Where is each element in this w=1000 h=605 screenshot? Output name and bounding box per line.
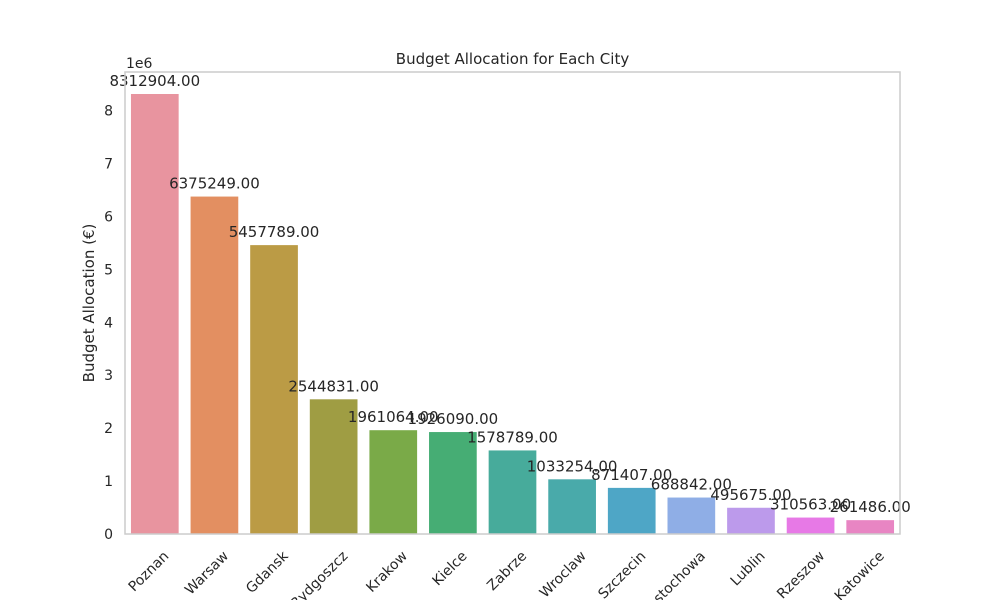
value-label-warsaw: 6375249.00 bbox=[169, 175, 260, 193]
bar-krakow bbox=[369, 430, 418, 534]
x-tick-label-poznan: Poznan bbox=[126, 548, 173, 595]
y-tick-label-1: 1 bbox=[104, 474, 113, 490]
value-label-poznan: 8312904.00 bbox=[109, 72, 200, 90]
bar-rzeszow bbox=[786, 517, 835, 534]
value-label-czestochowa: 688842.00 bbox=[651, 476, 732, 494]
bar-warsaw bbox=[190, 196, 239, 534]
bar-kielce bbox=[429, 432, 477, 534]
y-axis-offset-label: 1e6 bbox=[126, 56, 153, 72]
value-label-katowice: 261486.00 bbox=[830, 498, 911, 516]
bar-katowice bbox=[846, 520, 895, 534]
y-tick-label-5: 5 bbox=[104, 262, 113, 278]
y-tick-label-3: 3 bbox=[104, 368, 113, 384]
x-tick-label-katowice: Katowice bbox=[832, 548, 888, 600]
value-label-lublin: 495675.00 bbox=[710, 486, 791, 504]
bars-layer bbox=[130, 93, 895, 534]
bar-lublin bbox=[727, 507, 775, 534]
bar-bydgoszcz bbox=[309, 399, 358, 534]
value-label-kielce: 1926090.00 bbox=[408, 410, 499, 428]
x-tick-label-kielce: Kielce bbox=[430, 548, 471, 589]
x-tick-label-lublin: Lublin bbox=[728, 548, 769, 589]
bar-wroclaw bbox=[548, 479, 596, 534]
y-tick-label-2: 2 bbox=[104, 421, 113, 437]
y-tick-label-8: 8 bbox=[104, 104, 113, 120]
value-label-bydgoszcz: 2544831.00 bbox=[288, 377, 379, 395]
value-label-krakow: 1961064.00 bbox=[348, 408, 439, 426]
x-tick-label-rzeszow: Rzeszow bbox=[774, 548, 828, 600]
x-tick-label-gdansk: Gdansk bbox=[243, 548, 292, 597]
x-tick-label-bydgoszcz: Bydgoszcz bbox=[288, 548, 352, 600]
value-label-rzeszow: 310563.00 bbox=[770, 496, 851, 514]
y-tick-label-0: 0 bbox=[104, 527, 113, 543]
x-tick-label-krakow: Krakow bbox=[363, 548, 410, 595]
bar-poznan bbox=[130, 93, 179, 534]
value-label-wroclaw: 1033254.00 bbox=[527, 457, 618, 475]
y-axis-label: Budget Allocation (€) bbox=[80, 224, 98, 383]
chart-title: Budget Allocation for Each City bbox=[396, 50, 630, 68]
bar-zabrze bbox=[488, 450, 537, 534]
y-tick-label-6: 6 bbox=[104, 209, 113, 225]
bar-gdansk bbox=[250, 245, 298, 534]
value-label-gdansk: 5457789.00 bbox=[229, 223, 320, 241]
y-tick-label-7: 7 bbox=[104, 156, 113, 172]
y-tick-label-4: 4 bbox=[104, 315, 113, 331]
x-tick-label-warsaw: Warsaw bbox=[182, 548, 232, 598]
bar-czestochowa bbox=[667, 497, 716, 534]
x-tick-label-szczecin: Szczecin bbox=[595, 548, 649, 600]
bar-szczecin bbox=[607, 487, 656, 534]
x-tick-label-zabrze: Zabrze bbox=[484, 548, 530, 594]
value-labels-layer: 8312904.00 6375249.00 5457789.00 2544831.00… bbox=[109, 72, 910, 516]
value-label-zabrze: 1578789.00 bbox=[467, 428, 558, 446]
plot-area-frame bbox=[124, 71, 901, 535]
value-label-szczecin: 871407.00 bbox=[591, 466, 672, 484]
x-tick-label-wroclaw: Wroclaw bbox=[537, 548, 590, 600]
